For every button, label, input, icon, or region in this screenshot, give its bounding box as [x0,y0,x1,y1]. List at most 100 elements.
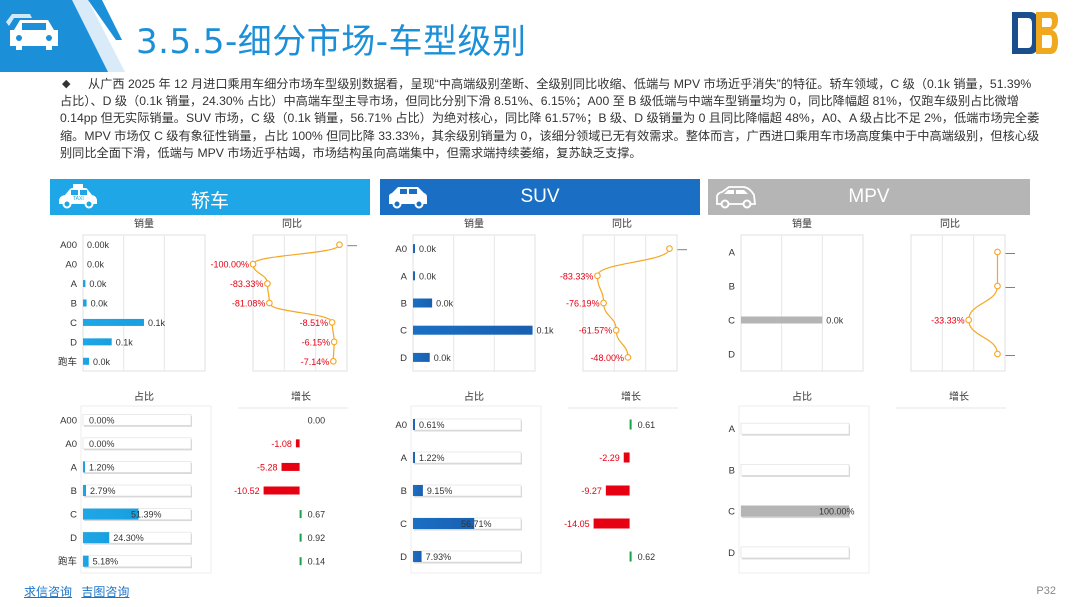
suv-yoy-point-0 [666,245,673,252]
mpv-panel-header: MPV [708,179,1030,215]
sedan-panel-header: TAXI 轿车 [50,179,370,215]
sedan-yoy-point-6 [329,357,337,365]
suv-share-cat-4: D [400,552,407,563]
sedan-share-cat-5: D [70,533,77,544]
mpv-yoy-label-1: — [1005,282,1015,293]
mpv-share-title: 占比 [792,390,812,403]
sedan-share-label-6: 5.18% [93,557,119,567]
sedan-sales-bar-6 [83,357,89,365]
suv-share-cat-3: C [400,519,407,530]
suv-sales-label-1: 0.0k [419,271,437,281]
mpv-share-cat-1: B [729,465,735,476]
suv-yoy-label-2: -76.19% [566,299,600,309]
mpv-sales-cat-1: B [729,282,735,293]
sedan-sales-label-0: 0.00k [87,240,110,250]
sedan-share-label-2: 1.20% [89,462,115,472]
suv-yoy-frame [582,234,678,372]
sedan-sales-label-4: 0.1k [148,318,166,328]
suv-yoy-point-4 [624,354,632,361]
sedan-panel-title: 轿车 [190,191,229,212]
suv-share-title: 占比 [464,390,484,403]
mpv-growth-title: 增长 [949,390,969,403]
sedan-share-label-4: 51.39% [131,510,162,520]
footer-link-qiuxin[interactable]: 求信咨询 [24,585,73,599]
mpv-sales-cat-3: D [728,350,735,361]
mpv-sales-cat-0: A [729,248,736,259]
sedan-sales-cat-4: C [70,318,77,329]
suv-share-cat-2: B [401,486,407,497]
sedan-sales-cat-1: A0 [65,260,77,271]
mpv-car-icon [716,186,757,209]
mpv-yoy-point-0 [994,248,1001,256]
sedan-share-bar-2 [83,461,85,473]
mpv-share-track-0 [740,422,850,435]
sedan-car-icon: TAXI [59,184,97,209]
suv-sales-label-0: 0.0k [419,244,437,254]
suv-sales-frame [412,234,536,372]
mpv-yoy-label-3: — [1005,350,1015,361]
sedan-share-cat-4: C [70,510,77,521]
sedan-growth-bar-1 [295,439,300,448]
suv-yoy-label-3: -61.57% [579,326,613,336]
suv-share-bar-1 [413,452,415,463]
mpv-sales-title: 销量 [792,217,812,230]
suv-share-label-4: 7.93% [426,552,452,562]
suv-sales-bar-1 [413,271,415,281]
sedan-share-cat-2: A [71,462,78,473]
suv-yoy-label-4: -48.00% [590,353,624,363]
suv-sales-title: 销量 [464,217,484,230]
footer-link-jitu[interactable]: 吉图咨询 [81,585,130,599]
mpv-charts: 销量 A B C 0.0k D 同比 — — -33.33% — 占比 A B C 100.00% D 增长 [728,217,1015,574]
suv-yoy-point-1 [594,272,601,280]
suv-growth-bar-3 [593,518,630,529]
sedan-sales-cat-5: D [70,337,77,348]
suv-sales-cat-2: B [401,299,407,310]
sedan-growth-label-1: -1.08 [271,439,292,449]
sedan-yoy-label-3: -81.08% [232,299,266,309]
sedan-share-cat-6: 跑车 [58,556,77,568]
sedan-sales-label-6: 0.0k [93,357,111,367]
mpv-share-label-2: 100.00% [819,507,855,517]
suv-share-cat-1: A [401,453,408,464]
suv-yoy-title: 同比 [612,218,632,230]
sedan-sales-bar-5 [83,338,112,346]
sedan-sales-label-3: 0.0k [91,299,109,309]
mpv-share-cat-3: D [728,548,735,559]
mpv-share-cat-2: C [728,507,735,518]
intro-paragraph: 从广西 2025 年 12 月进口乘用车细分市场车型级别数据看，呈现“中高端级别… [60,77,1040,160]
page-number: P32 [1036,585,1056,597]
mpv-yoy-frame [910,234,1006,372]
sedan-yoy-label-0: — [347,240,357,251]
suv-yoy-label-1: -83.33% [560,271,594,281]
mpv-sales-label-2: 0.0k [826,316,844,326]
sedan-share-bar-3 [83,485,87,496]
suv-growth-label-4: 0.62 [638,552,656,562]
suv-yoy-point-2 [600,299,607,307]
mpv-panel: MPV 销量 A B C 0.0k D 同比 — — -33.33% — 占比 A B C 100.00% D 增… [708,179,1030,577]
sedan-sales-bar-3 [83,299,87,307]
sedan-sales-cat-3: B [71,299,77,310]
sedan-sales-cat-0: A00 [60,240,77,251]
sedan-growth-bar-4 [299,510,302,519]
footer-links: 求信咨询 吉图咨询 [24,583,135,600]
suv-share-label-1: 1.22% [419,453,445,463]
page-title: 3.5.5-细分市场-车型级别 [136,22,527,62]
suv-sales-cat-1: A [401,271,408,282]
sedan-growth-label-3: -10.52 [234,486,260,496]
sedan-sales-label-2: 0.0k [89,279,107,289]
sedan-yoy-label-1: -100.00% [210,260,249,270]
sedan-growth-bar-6 [299,557,302,566]
suv-share-bar-2 [413,485,423,496]
sedan-growth-title: 增长 [291,390,311,403]
sedan-yoy-label-6: -7.14% [301,357,330,367]
sedan-sales-label-1: 0.0k [87,260,105,270]
suv-charts: 销量 A0 0.0k A 0.0k B 0.0k C 0.1k D 0.0k 同比 — -83.33% -7… [395,217,687,574]
suv-growth-label-0: 0.61 [638,420,656,430]
sedan-share-cat-1: A0 [65,439,77,450]
suv-share-label-2: 9.15% [427,486,453,496]
mpv-yoy-label-2: -33.33% [931,316,965,326]
sedan-charts: 销量 A00 0.00k A0 0.0k A 0.0k B 0.0k C 0.1k D 0.1k 跑车 0.… [58,217,357,574]
mpv-sales-frame [740,234,864,372]
suv-growth-label-2: -9.27 [581,486,602,496]
sedan-growth-label-2: -5.28 [257,462,278,472]
